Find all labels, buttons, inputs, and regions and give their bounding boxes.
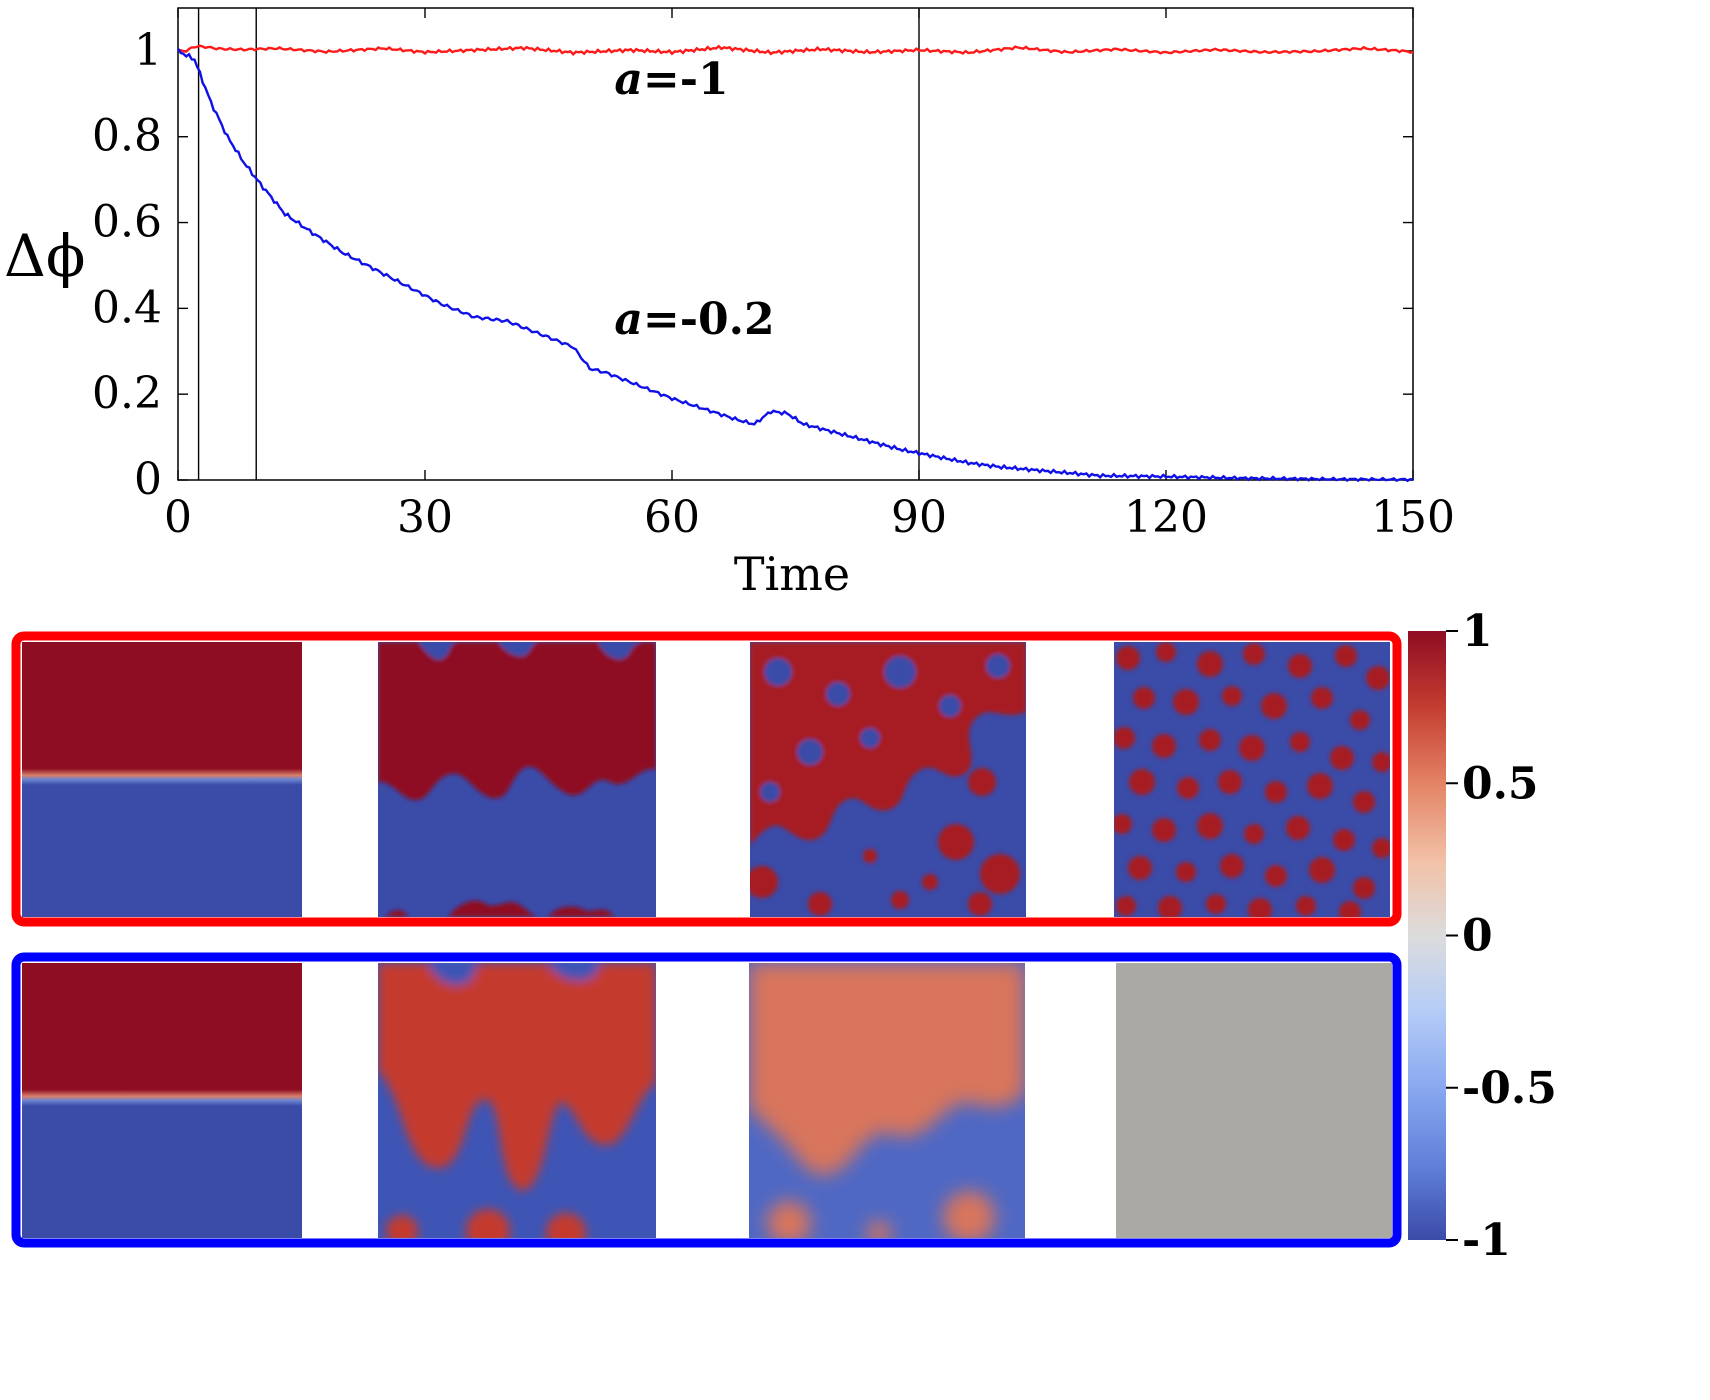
series-label-var: a xyxy=(614,294,643,345)
snapshot-panel xyxy=(22,642,302,917)
snapshot-row-a-minus-0-2 xyxy=(11,952,1402,1248)
x-tick-label: 60 xyxy=(644,492,700,543)
x-tick-label: 150 xyxy=(1371,492,1455,543)
series-label-a-minus-1: a=-1 xyxy=(614,54,728,105)
x-tick-label: 120 xyxy=(1124,492,1208,543)
series-group xyxy=(176,44,1414,483)
series-line-a-minus-1 xyxy=(177,44,1414,57)
series-label-value: =-0.2 xyxy=(643,294,775,345)
y-tick-label: 0.2 xyxy=(92,368,162,419)
snapshot-row-a-minus-1 xyxy=(11,631,1402,927)
y-tick-label: 0 xyxy=(134,454,162,505)
snapshot-panel xyxy=(378,642,656,917)
series-label-var: a xyxy=(614,54,643,105)
x-ticks: 0 30 60 90 120 150 xyxy=(164,8,1455,543)
series-label-value: =-1 xyxy=(643,54,729,105)
colorbar-tick-label: -0.5 xyxy=(1462,1063,1557,1114)
snapshot-panel xyxy=(22,963,302,1238)
y-tick-label: 0.6 xyxy=(92,197,162,248)
series-label-a-minus-0-2: a=-0.2 xyxy=(614,294,774,345)
x-tick-label: 30 xyxy=(397,492,453,543)
y-tick-label: 1 xyxy=(134,25,162,76)
snapshot-panel xyxy=(749,963,1025,1238)
vertical-markers xyxy=(197,8,920,480)
x-tick-label: 90 xyxy=(891,492,947,543)
colorbar-tick-label: 0.5 xyxy=(1462,758,1539,809)
colorbar: 1 0.5 0 -0.5 -1 xyxy=(1408,606,1557,1266)
colorbar-ticks: 1 0.5 0 -0.5 -1 xyxy=(1446,606,1557,1266)
colorbar-tick-label: 0 xyxy=(1462,911,1493,962)
snapshot-frame-blue xyxy=(11,952,1402,1248)
x-tick-label: 0 xyxy=(164,492,192,543)
y-ticks: 0 0.2 0.4 0.6 0.8 1 xyxy=(92,25,1413,505)
plot-frame xyxy=(177,7,1414,481)
colorbar-tick-label: 1 xyxy=(1462,606,1493,657)
colorbar-tick-label: -1 xyxy=(1462,1215,1511,1266)
snapshot-panel xyxy=(1116,963,1392,1238)
y-tick-label: 0.8 xyxy=(92,111,162,162)
colorbar-gradient xyxy=(1408,631,1446,1240)
snapshot-panel xyxy=(1114,642,1390,917)
series-line-a-minus-0-2 xyxy=(176,48,1414,483)
y-tick-label: 0.4 xyxy=(92,282,162,333)
y-axis-label: Δϕ xyxy=(4,222,85,290)
line-chart: 0 30 60 90 120 150 00.20.40.60.81 Time Δϕ a=-… xyxy=(4,7,1455,601)
x-axis-label: Time xyxy=(734,547,850,601)
snapshot-panel xyxy=(750,642,1026,917)
snapshot-panel xyxy=(378,963,656,1238)
snapshot-frame-red xyxy=(11,631,1402,927)
